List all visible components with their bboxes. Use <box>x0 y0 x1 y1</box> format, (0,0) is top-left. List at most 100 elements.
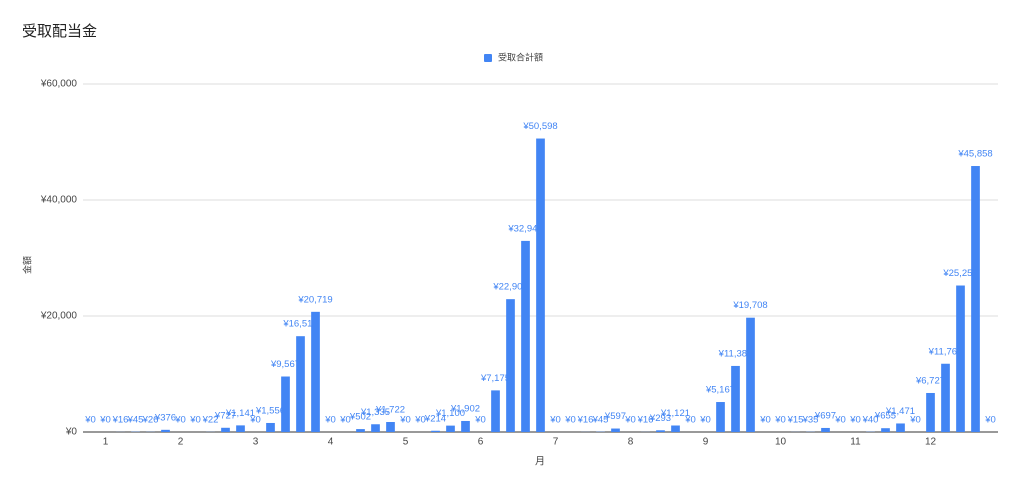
data-label: ¥26 <box>142 414 159 425</box>
data-label: ¥727 <box>214 410 236 421</box>
data-label: ¥20,719 <box>297 294 332 305</box>
data-label: ¥11,389 <box>718 348 753 359</box>
data-label: ¥40 <box>862 414 879 425</box>
data-label: ¥0 <box>774 415 786 426</box>
bar <box>491 390 500 432</box>
bar <box>461 420 470 432</box>
bar <box>926 392 935 432</box>
legend-label: 受取合計額 <box>498 51 543 62</box>
data-label: ¥0 <box>984 415 996 426</box>
bar <box>656 430 665 432</box>
bar <box>611 428 620 432</box>
data-label: ¥0 <box>684 415 696 426</box>
data-label: ¥5,167 <box>705 385 735 396</box>
data-label: ¥22 <box>202 414 219 425</box>
x-tick-label: 10 <box>775 437 787 448</box>
data-label: ¥0 <box>324 415 336 426</box>
y-tick-label: ¥60,000 <box>40 79 78 90</box>
data-label: ¥11,768 <box>928 346 963 357</box>
data-label: ¥16 <box>112 414 129 425</box>
data-label: ¥0 <box>339 415 351 426</box>
data-label: ¥16,519 <box>282 319 317 330</box>
x-tick-label: 2 <box>178 437 184 448</box>
data-label: ¥0 <box>849 415 861 426</box>
data-label: ¥0 <box>549 415 561 426</box>
bar <box>296 336 305 432</box>
data-label: ¥15 <box>787 414 804 425</box>
x-tick-label: 4 <box>328 437 334 448</box>
bar <box>881 428 890 432</box>
bar <box>521 240 530 432</box>
data-label: ¥32,949 <box>507 223 542 234</box>
x-tick-label: 1 <box>103 437 109 448</box>
data-label: ¥214 <box>424 413 446 424</box>
data-label: ¥1,100 <box>435 408 465 419</box>
data-label: ¥1,141 <box>225 408 255 419</box>
data-label: ¥19,708 <box>732 300 767 311</box>
x-tick-label: 12 <box>925 437 937 448</box>
data-label: ¥0 <box>564 415 576 426</box>
data-label: ¥1,471 <box>885 406 915 417</box>
x-tick-label: 9 <box>703 437 709 448</box>
data-label: ¥25,256 <box>942 268 977 279</box>
data-label: ¥0 <box>414 415 426 426</box>
bar <box>356 429 365 432</box>
x-tick-label: 8 <box>628 437 634 448</box>
y-axis-title: 金額 <box>21 256 32 274</box>
bar <box>716 402 725 432</box>
data-label: ¥376 <box>154 412 176 423</box>
data-label: ¥22,903 <box>492 282 527 293</box>
data-label: ¥1,556 <box>255 405 285 416</box>
data-label: ¥35 <box>802 414 819 425</box>
bar <box>941 363 950 432</box>
y-tick-label: ¥40,000 <box>40 195 78 206</box>
bar <box>731 365 740 432</box>
data-label: ¥1,902 <box>450 403 480 414</box>
data-label: ¥1,722 <box>375 405 405 416</box>
data-label: ¥655 <box>874 411 896 422</box>
bar <box>746 317 755 432</box>
data-label: ¥697 <box>814 410 836 421</box>
data-label: ¥0 <box>84 415 96 426</box>
bar <box>821 427 830 432</box>
y-tick-label: ¥0 <box>65 427 78 438</box>
data-label: ¥0 <box>189 415 201 426</box>
x-tick-label: 3 <box>253 437 259 448</box>
data-label: ¥50,598 <box>522 121 557 132</box>
data-label: ¥0 <box>834 415 846 426</box>
data-label: ¥293 <box>649 413 671 424</box>
bar <box>266 422 275 432</box>
bar <box>281 376 290 432</box>
data-label: ¥0 <box>759 415 771 426</box>
bar <box>386 422 395 432</box>
bar <box>896 423 905 432</box>
data-label: ¥0 <box>624 415 636 426</box>
data-label: ¥0 <box>909 415 921 426</box>
bar <box>236 425 245 432</box>
legend-swatch <box>484 54 492 62</box>
data-label: ¥45 <box>127 414 144 425</box>
data-label: ¥0 <box>249 415 261 426</box>
data-label: ¥1,121 <box>660 408 690 419</box>
data-label: ¥16 <box>637 414 654 425</box>
data-label: ¥6,727 <box>915 375 945 386</box>
x-tick-label: 5 <box>403 437 409 448</box>
data-label: ¥0 <box>699 415 711 426</box>
bar <box>671 425 680 432</box>
data-label: ¥0 <box>174 415 186 426</box>
data-label: ¥597 <box>604 411 626 422</box>
x-axis-title: 月 <box>535 456 545 468</box>
data-label: ¥0 <box>474 415 486 426</box>
data-label: ¥502 <box>349 412 371 423</box>
x-tick-label: 7 <box>553 437 559 448</box>
data-label: ¥0 <box>399 415 411 426</box>
x-tick-label: 11 <box>850 437 861 448</box>
y-tick-label: ¥20,000 <box>40 311 78 322</box>
data-label: ¥1,335 <box>360 407 390 418</box>
bar <box>371 424 380 432</box>
bar <box>971 166 980 432</box>
data-label: ¥0 <box>99 415 111 426</box>
bar <box>536 138 545 432</box>
bar <box>956 285 965 432</box>
